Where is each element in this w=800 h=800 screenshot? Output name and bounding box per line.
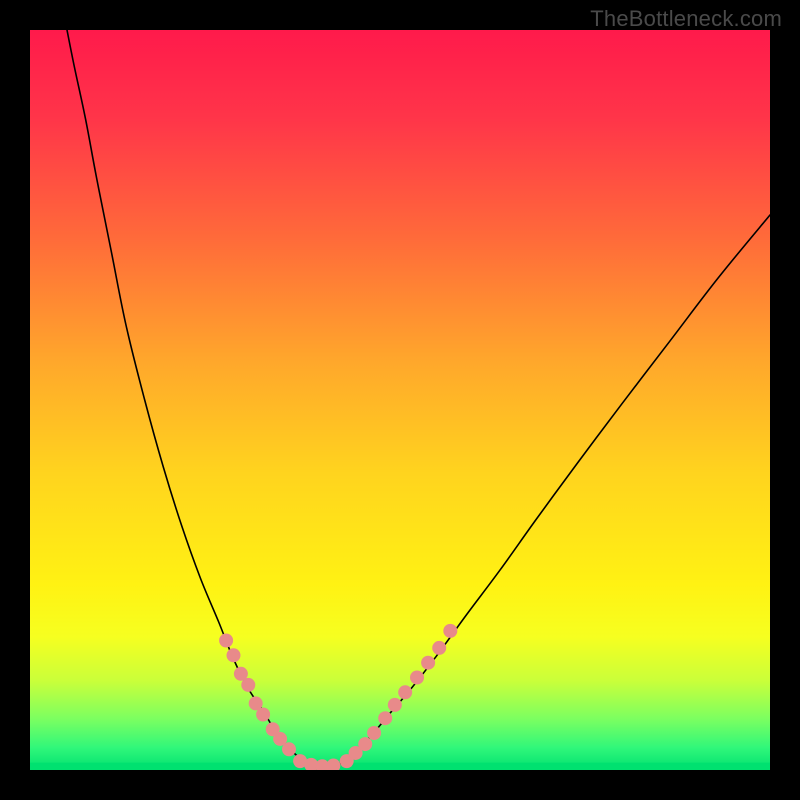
plot-area (30, 30, 770, 770)
marker-right (443, 624, 457, 638)
marker-left (227, 648, 241, 662)
marker-right (358, 737, 372, 751)
marker-right (432, 641, 446, 655)
plot-svg (30, 30, 770, 770)
watermark-text: TheBottleneck.com (590, 6, 782, 32)
marker-left (282, 742, 296, 756)
marker-left (256, 708, 270, 722)
marker-left (219, 634, 233, 648)
plot-background (30, 30, 770, 770)
green-floor (30, 763, 770, 770)
marker-right (388, 698, 402, 712)
marker-right (398, 685, 412, 699)
marker-right (410, 671, 424, 685)
marker-right (367, 726, 381, 740)
marker-right (421, 656, 435, 670)
marker-right (378, 711, 392, 725)
chart-frame: TheBottleneck.com (0, 0, 800, 800)
marker-left (241, 678, 255, 692)
